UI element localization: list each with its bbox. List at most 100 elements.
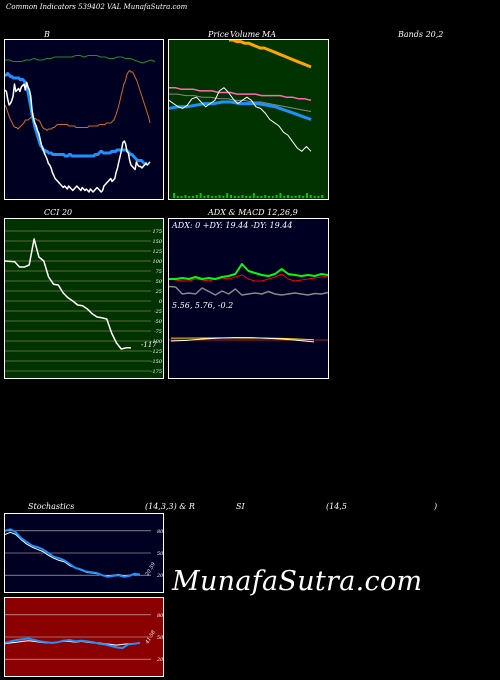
volume-bar [275,195,278,198]
page-title: Common Indicators 539402 VAL MunafaSutra… [6,3,188,11]
volume-bar [199,193,202,198]
cci-label: CCI 20 [44,208,73,217]
cci-tick-label: 50 [156,279,163,285]
volume-bar [298,195,301,198]
rsi-chart: 80 50 20 41.58 [5,613,163,663]
rsi-panel: 80 50 20 41.58 [4,597,164,677]
bb-price-line [5,81,151,193]
volume-bar [306,193,308,198]
cci-line [5,238,131,350]
volume-bar [256,196,259,198]
volume-bar [184,195,187,198]
adx-gray-line [169,285,328,296]
stoch-tick-label: 20 [156,573,163,579]
rsi-tick-label: 80 [157,613,163,619]
ma-orange-line [229,40,312,69]
volume-bar [249,196,251,198]
volume-bar [264,195,267,198]
ma-label-volume: Volume [230,30,260,39]
volume-bar [279,193,282,198]
bb-lower-band-line [5,70,151,131]
adx-readout: ADX: 0 +DY: 19.44 -DY: 19.44 [172,221,293,230]
cci-tick-label: 75 [156,269,162,275]
ma-long-line [169,93,312,112]
cci-panel: 175 150 125 100 75 50 25 0 -25 -50 -75 -100 -125 -150… [4,218,164,379]
volume-bar [309,195,312,198]
volume-bar [176,196,179,198]
volume-bar [283,196,286,198]
volume-bar [271,196,274,198]
stoch-tick-label: 80 [157,529,163,535]
cci-chart: 175 150 125 100 75 50 25 0 -25 -50 -75 -100 -125 -150… [5,229,163,375]
stoch-last-value: 20.59 [144,561,157,578]
cci-tick-label: -125 [151,349,162,355]
cci-last-value: -117 [141,341,157,349]
volume-bar [203,196,206,198]
volume-bar [252,193,255,198]
adx-macd-chart [169,263,328,343]
cci-tick-label: 25 [155,289,162,295]
volume-bar [313,196,316,198]
cci-tick-label: 175 [152,229,162,235]
ma-price-line [169,87,312,152]
rsi-blue-line [5,637,141,650]
stoch-label-part5: ) [434,502,438,511]
adx-red-line [169,273,328,282]
bb-upper-band-line [5,55,156,64]
volume-bar [290,196,293,198]
stoch-label-part4: (14,5 [326,502,347,511]
volume-bar [211,196,213,198]
rsi-last-value: 41.58 [144,630,157,646]
volume-bar [245,196,248,198]
stoch-label-part1: Stochastics [28,502,75,511]
volume-bar [317,196,320,198]
cci-tick-label: -150 [151,359,163,365]
bb-label: B [44,30,50,39]
volume-bar [294,196,297,198]
ma-label-price: Price [208,30,229,39]
volume-bar [260,196,263,198]
cci-tick-label: -100 [151,339,163,345]
volume-bar [287,195,289,198]
volume-bar [188,196,191,198]
adx-panel: ADX: 0 +DY: 19.44 -DY: 19.44 5.56, 5.76,… [168,218,329,379]
volume-bar [241,195,244,198]
watermark: MunafaSutra.com [172,566,423,597]
volume-bar [222,196,225,198]
cci-tick-label: 100 [152,259,162,265]
stoch-panel: 80 50 20 20.59 [4,513,164,593]
cci-tick-label: 0 [159,299,163,305]
volume-bar [226,193,229,198]
volume-bar [233,196,236,198]
volume-bar [192,196,194,198]
cci-tick-label: -50 [154,319,163,325]
adx-label: ADX & MACD 12,26,9 [208,208,298,217]
cci-tick-label: 150 [152,239,162,245]
stoch-blue-line [5,528,141,578]
bb-chart [5,55,156,193]
ma-blue-line [169,100,312,121]
stoch-white-line [5,531,141,577]
volume-bar [237,196,240,198]
cci-tick-label: -75 [154,329,162,335]
ma-label-ma: MA [262,30,276,39]
bb-middle-band-line [5,72,148,165]
volume-bar [195,195,198,198]
ma-pink-line [169,86,312,102]
stoch-label-part3: SI [236,502,245,511]
macd-readout: 5.56, 5.76, -0.2 [172,301,234,310]
rsi-white-line [5,640,141,646]
ma-panel [168,39,329,200]
volume-bar [180,196,183,198]
stoch-label-part2: (14,3,3) & R [145,502,195,511]
rsi-tick-label: 20 [156,657,163,663]
volume-bar [268,196,270,198]
ma-chart [169,40,324,198]
bands-label: Bands 20,2 [398,30,444,39]
rsi-tick-label: 50 [157,635,163,641]
cci-tick-label: 125 [152,249,162,255]
stoch-tick-label: 50 [157,551,163,557]
macd-line [170,337,315,343]
volume-bar [214,196,217,198]
